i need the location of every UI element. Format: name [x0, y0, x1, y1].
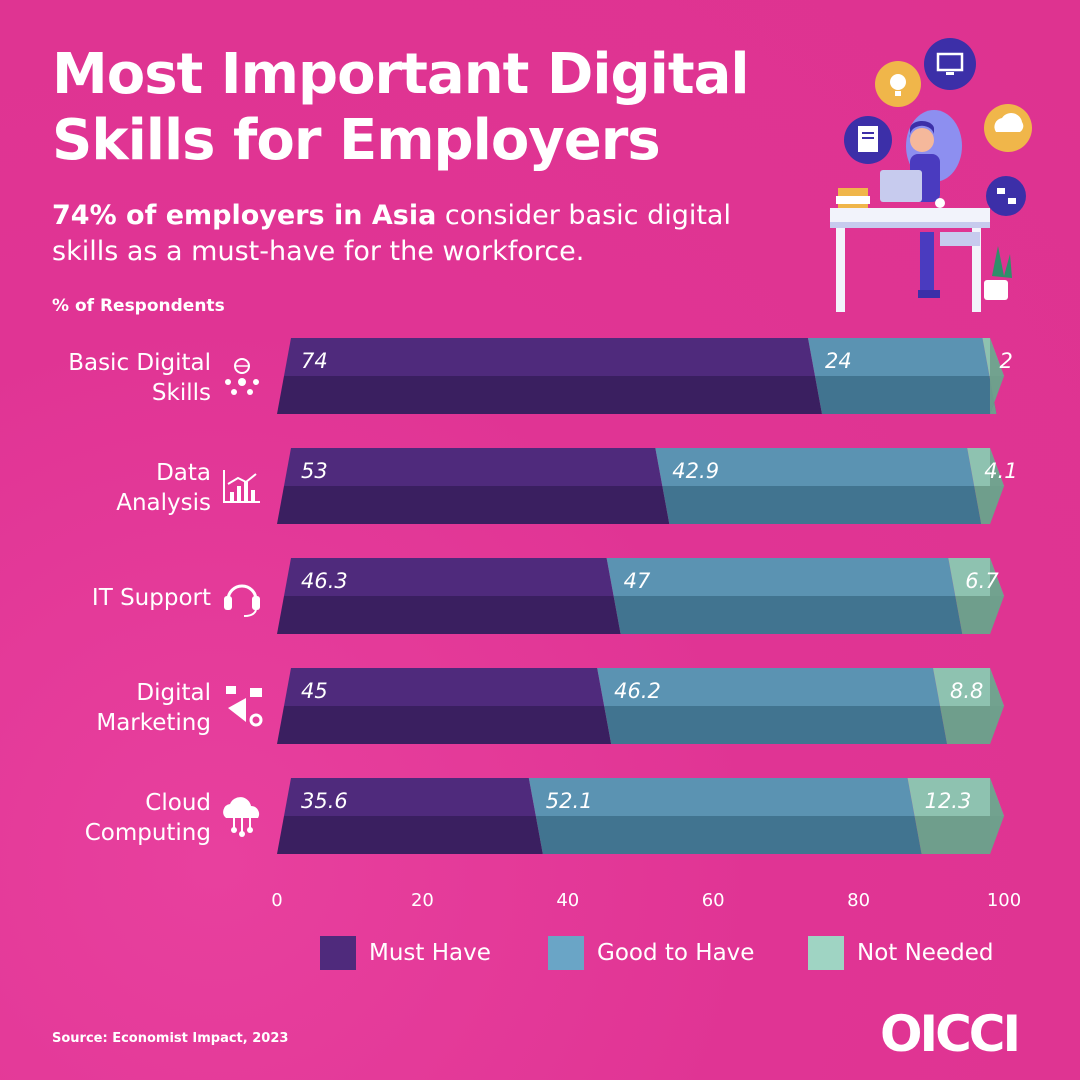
data-label-digital-marketing-must-have: 45: [301, 679, 328, 703]
data-label-cloud-computing-not-needed: 12.3: [925, 789, 972, 813]
legend-swatch-not-needed: [808, 936, 844, 970]
bar-chart-icon: [223, 470, 260, 503]
category-label-cloud-computing-line-2: Computing: [85, 820, 211, 846]
data-label-data-analysis-must-have: 53: [301, 459, 328, 483]
data-label-cloud-computing-must-have: 35.6: [301, 789, 348, 813]
headset-icon: [224, 584, 260, 617]
data-label-it-support-must-have: 46.3: [301, 569, 348, 593]
category-label-cloud-computing-line-1: Cloud: [145, 790, 211, 816]
bar-it-support-good-to-have-bottom: [613, 596, 963, 634]
source-note: Source: Economist Impact, 2023: [52, 1031, 289, 1046]
bar-it-support-must-have-top: [284, 558, 614, 596]
bar-digital-marketing-not-needed-end: [990, 668, 1004, 744]
x-tick-label-20: 20: [411, 890, 434, 911]
data-label-digital-marketing-good-to-have: 46.2: [614, 679, 661, 703]
cloud-icon: [223, 797, 260, 837]
x-tick-label-80: 80: [847, 890, 870, 911]
bar-digital-marketing-good-to-have-top: [597, 668, 941, 706]
data-label-cloud-computing-good-to-have: 52.1: [546, 789, 593, 813]
legend-swatch-good-to-have: [548, 936, 584, 970]
bar-data-analysis-good-to-have-bottom: [662, 486, 982, 524]
subtitle-highlight: 74% of employers in Asia: [52, 200, 437, 231]
bar-it-support-must-have-bottom: [277, 596, 621, 634]
subtitle-text: consider basic digital skills as a must-…: [52, 200, 731, 267]
data-label-basic-digital-skills-not-needed: 2: [999, 349, 1012, 373]
bar-it-support-not-needed-end: [990, 558, 1004, 634]
bar-data-analysis-must-have-top: [284, 448, 663, 486]
megaphone-icon: [226, 686, 263, 727]
data-label-it-support-not-needed: 6.7: [965, 569, 999, 593]
x-tick-label-100: 100: [987, 890, 1021, 911]
bar-cloud-computing-must-have-bottom: [277, 816, 543, 854]
bar-data-analysis-not-needed-end: [990, 448, 1004, 524]
category-label-basic-digital-skills-line-1: Basic Digital: [68, 350, 211, 376]
data-label-digital-marketing-not-needed: 8.8: [950, 679, 983, 703]
desk-worker-illustration: [830, 38, 1032, 312]
bar-cloud-computing-not-needed-bottom: [914, 816, 1004, 854]
category-label-it-support: IT Support: [92, 585, 211, 611]
category-label-data-analysis-line-2: Analysis: [116, 490, 211, 516]
chart-title: Most Important Digital Skills for Employ…: [52, 42, 750, 173]
bar-data-analysis-good-to-have-top: [655, 448, 975, 486]
data-label-data-analysis-not-needed: 4.1: [984, 459, 1017, 483]
bar-digital-marketing-must-have-bottom: [277, 706, 612, 744]
category-label-data-analysis-line-1: Data: [156, 460, 211, 486]
bar-basic-digital-skills-must-have-top: [284, 338, 815, 376]
bar-basic-digital-skills-must-have-bottom: [277, 376, 822, 414]
legend-label-good-to-have: Good to Have: [597, 940, 755, 966]
x-tick-label-0: 0: [271, 890, 282, 911]
x-tick-label-60: 60: [702, 890, 725, 911]
bar-digital-marketing-must-have-top: [284, 668, 605, 706]
globe-network-icon: [225, 358, 259, 395]
legend-swatch-must-have: [320, 936, 356, 970]
category-label-digital-marketing-line-1: Digital: [136, 680, 211, 706]
bar-cloud-computing-not-needed-end: [990, 778, 1004, 854]
bar-digital-marketing-not-needed-bottom: [940, 706, 1004, 744]
legend-label-must-have: Must Have: [369, 940, 491, 966]
category-label-digital-marketing-line-2: Marketing: [96, 710, 211, 736]
chart-subtitle: 74% of employers in Asia consider basic …: [52, 198, 772, 270]
bar-basic-digital-skills-good-to-have-bottom: [814, 376, 997, 414]
y-axis-label: % of Respondents: [52, 296, 225, 316]
bar-cloud-computing-must-have-top: [284, 778, 536, 816]
bar-cloud-computing-not-needed-top: [907, 778, 1004, 816]
legend-label-not-needed: Not Needed: [857, 940, 994, 966]
data-label-basic-digital-skills-good-to-have: 24: [825, 349, 852, 373]
bar-cloud-computing-good-to-have-bottom: [535, 816, 922, 854]
oicci-logo: OICCI: [880, 1005, 1021, 1063]
bar-basic-digital-skills-not-needed-end: [990, 338, 1004, 414]
bar-data-analysis-must-have-bottom: [277, 486, 670, 524]
data-label-basic-digital-skills-must-have: 74: [301, 349, 328, 373]
bar-basic-digital-skills-good-to-have-top: [807, 338, 990, 376]
category-label-basic-digital-skills-line-2: Skills: [152, 380, 211, 406]
x-tick-label-40: 40: [556, 890, 579, 911]
bar-it-support-good-to-have-top: [606, 558, 956, 596]
bar-cloud-computing-good-to-have-top: [528, 778, 915, 816]
data-label-data-analysis-good-to-have: 42.9: [672, 459, 719, 483]
data-label-it-support-good-to-have: 47: [624, 569, 651, 593]
bar-digital-marketing-not-needed-top: [933, 668, 1004, 706]
bar-digital-marketing-good-to-have-bottom: [604, 706, 948, 744]
